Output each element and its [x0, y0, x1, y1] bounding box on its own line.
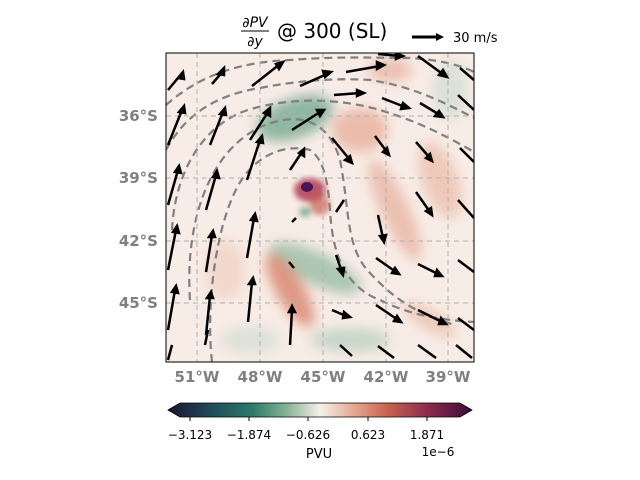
wind-arrow	[286, 303, 298, 346]
wind-arrow	[457, 259, 474, 273]
wind-arrow	[459, 67, 474, 81]
lat-label: 39°S	[119, 169, 158, 187]
wind-arrow	[211, 64, 226, 85]
lat-label: 42°S	[119, 232, 158, 250]
lat-label: 36°S	[119, 107, 158, 125]
wind-arrow	[375, 256, 402, 276]
wind-arrow	[299, 69, 335, 88]
lon-label: 39°W	[426, 368, 471, 386]
wind-arrow	[291, 108, 327, 132]
pv-extremum	[301, 182, 313, 192]
title-suffix: @ 300 (SL)	[277, 19, 387, 43]
wind-arrow	[417, 262, 445, 278]
wind-arrow	[166, 103, 187, 146]
quiver-key-label: 30 m/s	[453, 31, 498, 46]
wind-arrow	[248, 105, 272, 141]
lat-label: 45°S	[119, 294, 158, 312]
map-frame	[165, 52, 475, 363]
wind-arrow	[331, 137, 354, 166]
wind-arrow	[417, 54, 450, 79]
wind-arrow	[375, 303, 404, 324]
lon-label: 48°W	[238, 368, 283, 386]
lon-label: 51°W	[175, 368, 220, 386]
colorbar-tick-label: 1.871	[410, 428, 444, 442]
wind-arrow	[166, 344, 174, 361]
wind-arrow	[204, 228, 217, 273]
wind-arrow	[204, 168, 221, 211]
wind-arrow	[245, 133, 265, 181]
wind-arrow	[208, 105, 228, 146]
colorbar-tick-label: −1.874	[227, 428, 271, 442]
wind-arrow	[457, 317, 474, 331]
wind-arrow	[251, 59, 286, 87]
wind-arrow	[203, 329, 210, 346]
wind-arrow	[459, 147, 474, 163]
wind-arrow	[417, 308, 449, 326]
quiver-key-arrowhead	[436, 33, 444, 41]
wind-arrow	[331, 308, 353, 320]
wind-arrow	[166, 223, 181, 271]
quiver-key: 30 m/s	[412, 31, 498, 46]
wind-arrow	[414, 191, 434, 218]
wind-arrow	[457, 199, 474, 219]
wind-arrow	[167, 69, 186, 91]
wind-arrow	[339, 344, 353, 357]
wind-arrow	[457, 94, 474, 111]
colorbar: −3.123 −1.874 −0.626 0.623 1.871 PVU 1e−…	[167, 402, 473, 462]
plot-title: ∂PV ∂y @ 300 (SL)	[241, 15, 387, 50]
title-denominator: ∂y	[247, 34, 263, 50]
contour-line	[166, 56, 474, 106]
map-panel	[166, 53, 474, 362]
contour-line	[188, 118, 456, 327]
wind-arrow	[288, 146, 306, 171]
colorbar-tick-label: −3.123	[168, 428, 212, 442]
colorbar-tick-marks	[189, 417, 428, 421]
colorbar-tick-label: 0.623	[351, 428, 385, 442]
wind-arrow	[291, 217, 297, 223]
wind-arrow	[333, 88, 368, 98]
wind-arrow	[419, 101, 446, 119]
latitude-labels: 36°S 39°S 42°S 45°S	[119, 107, 158, 312]
wind-arrow	[166, 163, 183, 206]
title-numerator: ∂PV	[242, 15, 269, 31]
colorbar-tick-label: −0.626	[286, 428, 330, 442]
colorbar-exponent: 1e−6	[422, 445, 455, 459]
wind-arrow	[246, 275, 257, 323]
lon-label: 42°W	[364, 368, 409, 386]
pv-gradient-field	[205, 58, 468, 354]
lon-label: 45°W	[301, 368, 346, 386]
wind-arrow	[376, 214, 388, 245]
wind-arrow	[415, 141, 434, 164]
wind-arrow	[288, 261, 295, 269]
wind-arrow	[417, 343, 437, 360]
contour-line	[170, 99, 474, 231]
wind-arrow	[381, 96, 413, 111]
longitude-labels: 51°W 48°W 45°W 42°W 39°W	[175, 368, 471, 386]
wind-arrow	[334, 254, 346, 278]
wind-arrow	[166, 283, 180, 331]
wind-arrow	[245, 211, 259, 259]
colorbar-label: PVU	[306, 447, 332, 462]
wind-arrow	[455, 344, 473, 359]
wind-arrow	[377, 345, 395, 359]
colorbar-ramp	[167, 402, 473, 418]
wind-arrow	[374, 135, 391, 158]
wind-vectors	[166, 53, 474, 361]
wind-arrow	[377, 53, 407, 61]
wind-arrow	[334, 199, 346, 213]
contour-line	[209, 147, 474, 362]
wind-arrow	[345, 60, 387, 74]
wind-arrow	[204, 289, 215, 336]
